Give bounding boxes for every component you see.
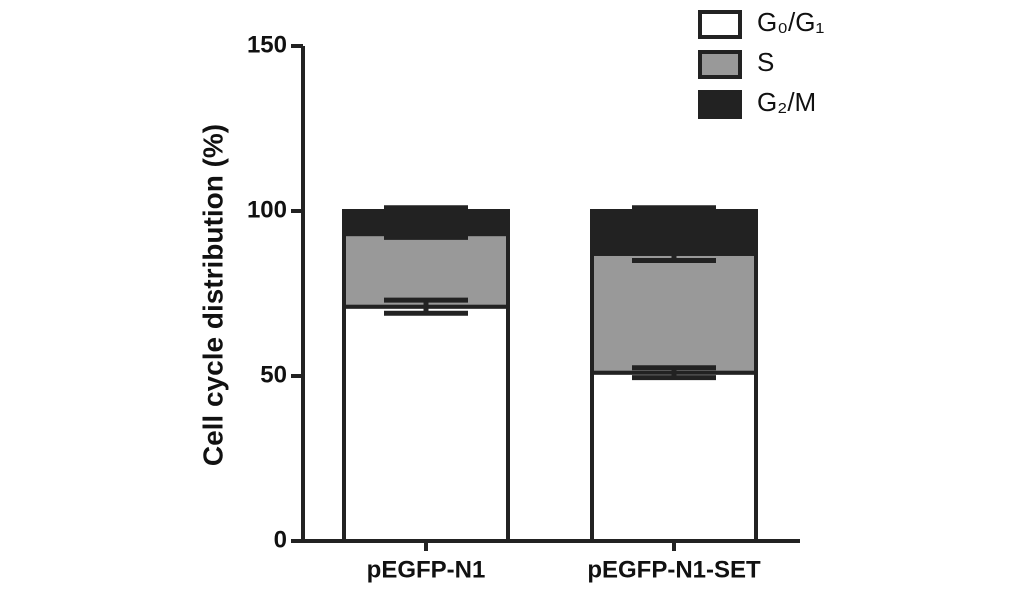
legend-swatch — [698, 10, 742, 39]
legend-swatch — [698, 50, 742, 79]
y-tick-label: 100 — [247, 196, 287, 223]
legend-label: G₀/G₁ — [757, 7, 824, 37]
error-bar — [384, 205, 468, 217]
error-bar — [384, 228, 468, 240]
y-axis-label: Cell cycle distribution (%) — [197, 124, 228, 466]
legend-label: S — [757, 47, 774, 77]
error-bar — [632, 205, 716, 217]
error-bar — [632, 244, 716, 263]
bar-segment — [342, 232, 510, 309]
y-tick-label: 150 — [247, 31, 287, 58]
legend-label: G₂/M — [757, 87, 816, 117]
x-tick-label: pEGFP-N1-SET — [587, 556, 761, 583]
legend-swatch — [698, 90, 742, 119]
bar-segment — [342, 304, 510, 544]
error-bar — [384, 297, 468, 316]
y-tick-label: 50 — [260, 361, 287, 388]
x-tick-label: pEGFP-N1 — [367, 556, 486, 583]
bar-segment — [590, 370, 758, 544]
bar-segment — [590, 251, 758, 375]
y-tick-label: 0 — [274, 526, 287, 553]
error-bar — [632, 365, 716, 381]
